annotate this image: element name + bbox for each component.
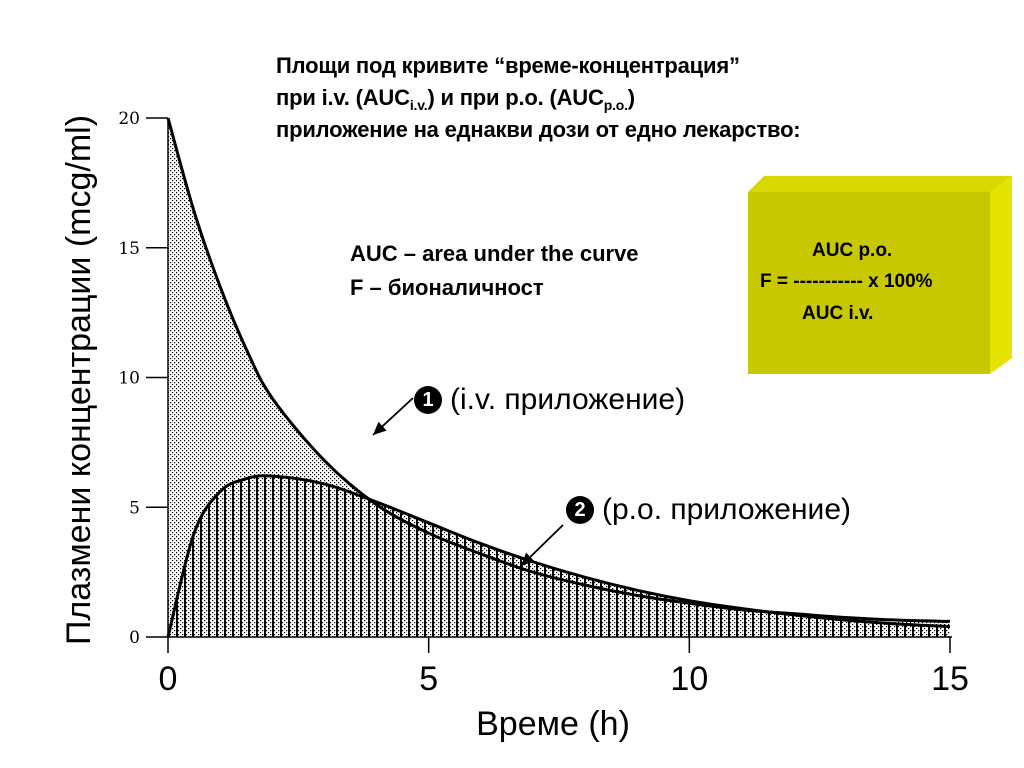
- y-axis-label: Плазмени концентрации (mcg/ml): [60, 115, 98, 645]
- definitions: AUC – area under the curve F – бионаличн…: [350, 237, 639, 305]
- formula-numerator: AUC p.o.: [812, 240, 893, 261]
- formula-denominator: AUC i.v.: [802, 303, 874, 324]
- x-tick-label: 10: [670, 660, 708, 698]
- y-tick-label: 20: [118, 109, 140, 129]
- po-area: [168, 475, 950, 637]
- po-curve: [166, 474, 951, 638]
- formula-equation: F = ----------- x 100%: [760, 271, 933, 292]
- title-line-2-part: ) и при p.o. (AUC: [427, 85, 604, 110]
- iv-arrow-head: [373, 421, 387, 435]
- x-tick-label: 15: [931, 660, 969, 698]
- definition-f: F – бионаличност: [350, 275, 544, 300]
- title-line-2: при i.v. (AUCi.v.) и при p.o. (AUCp.o.): [276, 82, 800, 114]
- iv-curve-label-text: (i.v. приложение): [450, 383, 686, 416]
- x-tick-label: 5: [419, 660, 438, 698]
- title-sub-po: p.o.: [603, 97, 628, 113]
- title-line-1: Площи под кривите “време-концентрация”: [276, 53, 740, 78]
- title-line-2-part: при i.v. (AUC: [276, 85, 410, 110]
- x-tick-label: 0: [159, 660, 178, 698]
- y-tick-label: 5: [129, 498, 140, 518]
- plot-area: 0 5 10 15 20 0 5 10 15: [118, 109, 969, 698]
- title-line-2-part: ): [627, 85, 635, 110]
- x-axis-label: Време (h): [476, 705, 630, 743]
- po-curve-label-text: (p.o. приложение): [602, 493, 851, 526]
- formula-box: AUC p.o. F = ----------- x 100% AUC i.v.: [748, 176, 1012, 374]
- definition-auc: AUC – area under the curve: [350, 241, 639, 266]
- marker-1-icon: 1: [414, 386, 442, 414]
- y-tick-label: 0: [129, 628, 140, 648]
- marker-2-icon: 2: [566, 496, 594, 524]
- iv-curve-label: 1 (i.v. приложение): [414, 383, 685, 417]
- formula-box-side: [990, 176, 1012, 374]
- y-tick-label: 10: [118, 369, 140, 389]
- formula-box-top: [748, 176, 1012, 192]
- formula-box-front: [748, 192, 990, 374]
- title-sub-iv: i.v.: [409, 97, 428, 113]
- title-line-3: приложение на еднакви дози от едно лекар…: [276, 117, 801, 142]
- po-curve-label: 2 (p.o. приложение): [566, 493, 851, 527]
- chart-title: Площи под кривите “време-концентрация” п…: [276, 50, 801, 146]
- po-arrow-head: [521, 552, 535, 566]
- y-tick-label: 15: [118, 239, 140, 259]
